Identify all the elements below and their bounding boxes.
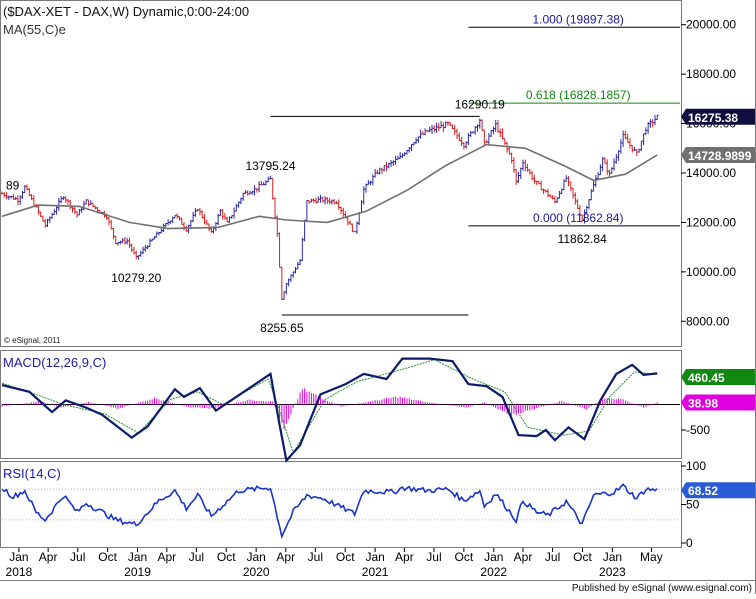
- month-tick-label: Jan: [484, 550, 503, 564]
- swing-annotation-label: 8255.65: [260, 321, 304, 335]
- swing-annotation-label: 10279.20: [111, 271, 161, 285]
- last-price-badge-bg[interactable]: [681, 108, 755, 125]
- macd-panel-frame: [0, 350, 682, 459]
- month-tick-label: Oct: [98, 550, 117, 564]
- month-tick-label: Jul: [189, 550, 204, 564]
- value-badges[interactable]: 16275.38 14728.9899 460.45 38.98 68.52: [681, 108, 755, 499]
- macd-title: MACD(12,26,9,C): [3, 355, 106, 370]
- year-tick-label: 2023: [599, 565, 626, 579]
- footer-publisher: Published by eSignal (www.esignal.com): [572, 583, 752, 594]
- swing-annotation-label: 89: [6, 178, 20, 192]
- month-tick-label: Jan: [365, 550, 384, 564]
- year-tick-label: 2022: [480, 565, 507, 579]
- price-axis-label: 18000.00: [686, 67, 736, 81]
- month-tick-label: Oct: [573, 550, 592, 564]
- rsi-title: RSI(14,C): [3, 466, 61, 481]
- month-tick-label: Oct: [217, 550, 236, 564]
- last-price-badge[interactable]: 16275.38: [688, 111, 738, 125]
- swing-annotation-label: 16290.19: [455, 97, 505, 111]
- month-tick-label: Jul: [426, 550, 441, 564]
- month-tick-label: Jul: [308, 550, 323, 564]
- ma-indicator-label: MA(55,C)e: [3, 22, 66, 37]
- histogram-value-badge[interactable]: 38.98: [688, 397, 718, 411]
- month-tick-label: Jul: [545, 550, 560, 564]
- rsi-axis-label: 50: [686, 498, 700, 512]
- month-tick-label: Apr: [514, 550, 533, 564]
- macd-value-badge[interactable]: 460.45: [688, 371, 725, 385]
- price-axis-label: 14000.00: [686, 166, 736, 180]
- month-tick-label: Jan: [128, 550, 147, 564]
- fib-level-label: 1.000 (19897.38): [533, 12, 624, 26]
- histogram-value-badge-bg[interactable]: [681, 394, 755, 411]
- month-tick-label: Apr: [157, 550, 176, 564]
- macd-signal-line: [1, 359, 658, 455]
- month-tick-label: Oct: [455, 550, 474, 564]
- price-axis-label: 10000.00: [686, 265, 736, 279]
- year-tick-label: 2021: [362, 565, 389, 579]
- x-axis: 20000.0018000.0016000.0014000.0012000.00…: [6, 18, 737, 579]
- price-axis-label: 8000.00: [686, 314, 730, 328]
- rsi-panel: [1, 483, 680, 540]
- copyright-label: © eSignal, 2011: [4, 336, 61, 345]
- swing-annotation-label: 13795.24: [245, 159, 295, 173]
- rsi-axis-label: 100: [686, 459, 706, 473]
- month-tick-label: Apr: [276, 550, 295, 564]
- macd-value-badge-bg[interactable]: [681, 369, 755, 386]
- month-tick-label: Apr: [39, 550, 58, 564]
- price-chart-title: ($DAX-XET - DAX,W) Dynamic,0:00-24:00: [3, 4, 249, 19]
- price-axis-label: 12000.00: [686, 215, 736, 229]
- ma-value-badge-bg[interactable]: [681, 146, 755, 163]
- swing-annotation-label: 11862.84: [558, 232, 607, 246]
- rsi-line: [1, 483, 658, 540]
- ma-value-badge[interactable]: 14728.9899: [688, 149, 752, 163]
- month-tick-label: Jul: [70, 550, 85, 564]
- month-tick-label: May: [640, 550, 663, 564]
- month-tick-label: Jan: [603, 550, 622, 564]
- month-tick-label: Jan: [9, 550, 28, 564]
- macd-axis-label: -500: [686, 423, 710, 437]
- price-axis-label: 20000.00: [686, 18, 736, 32]
- fib-level-label: 0.618 (16828.1857): [526, 88, 631, 102]
- rsi-value-badge[interactable]: 68.52: [688, 484, 718, 498]
- ma55-line: [1, 143, 658, 230]
- year-tick-label: 2018: [6, 565, 33, 579]
- macd-panel: [1, 357, 680, 463]
- fib-level-label: 0.000 (11862.84): [533, 211, 624, 225]
- rsi-axis-label: 0: [686, 536, 693, 550]
- month-tick-label: Jan: [246, 550, 265, 564]
- rsi-value-badge-bg[interactable]: [681, 482, 755, 499]
- month-tick-label: Oct: [336, 550, 355, 564]
- month-tick-label: Apr: [395, 550, 414, 564]
- macd-line: [1, 357, 658, 463]
- price-panel: 1.000 (19897.38) 0.618 (16828.1857) 0.000 …: [0, 12, 680, 335]
- year-tick-label: 2020: [243, 565, 270, 579]
- year-tick-label: 2019: [124, 565, 151, 579]
